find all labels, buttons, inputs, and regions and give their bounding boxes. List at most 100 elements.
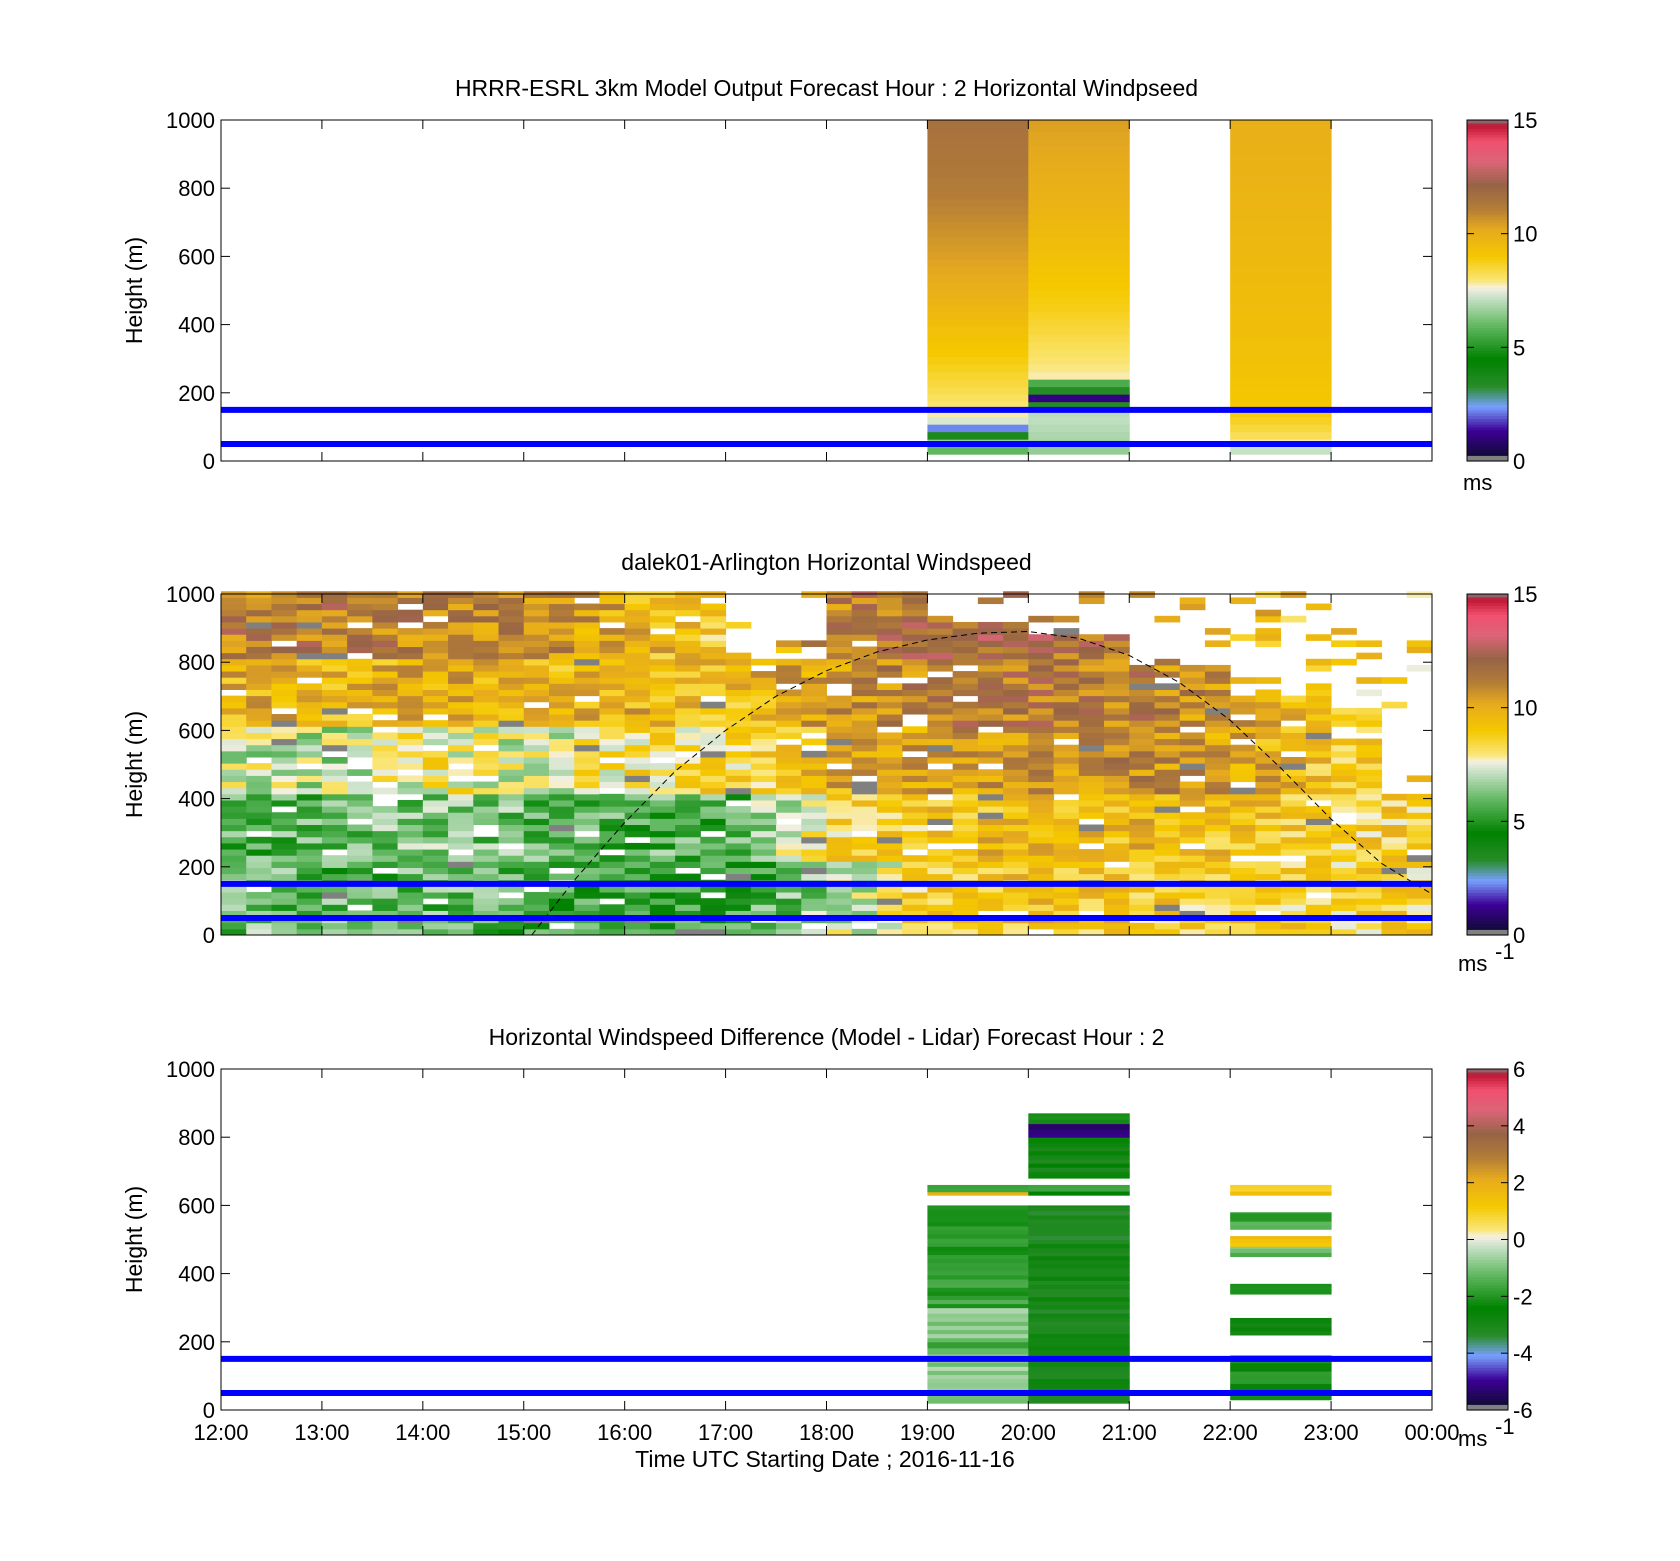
heatmap-cell	[473, 892, 500, 899]
heatmap-cell	[271, 732, 298, 740]
heatmap-cell	[221, 640, 247, 648]
heatmap-cell	[675, 732, 701, 740]
heatmap-cell	[1179, 898, 1206, 905]
heatmap-cell	[801, 689, 827, 697]
heatmap-cell	[422, 603, 449, 611]
heatmap-cell	[321, 775, 348, 783]
heatmap-cell	[372, 806, 399, 813]
heatmap-cell	[1003, 763, 1029, 770]
heatmap-cell	[372, 910, 399, 918]
heatmap-cell	[826, 658, 853, 666]
heatmap-cell	[221, 714, 247, 721]
heatmap-cell	[1204, 793, 1231, 801]
heatmap-cell	[1280, 892, 1307, 899]
heatmap-cell	[1305, 701, 1332, 709]
heatmap-cell	[321, 677, 348, 684]
heatmap-cell	[1230, 296, 1332, 305]
heatmap-cell	[498, 621, 525, 629]
colorbar-swatch	[1467, 222, 1508, 226]
heatmap-cell	[750, 658, 777, 666]
heatmap-cell	[473, 707, 500, 715]
heatmap-cell	[876, 732, 903, 740]
heatmap-cell	[372, 720, 399, 727]
heatmap-cell	[927, 1366, 1029, 1371]
heatmap-cell	[1255, 714, 1282, 721]
heatmap-cell	[927, 176, 1029, 185]
heatmap-cell	[624, 652, 651, 660]
heatmap-cell	[1331, 714, 1357, 721]
heatmap-cell	[246, 898, 272, 905]
heatmap-cell	[271, 621, 298, 629]
heatmap-cell	[927, 364, 1029, 373]
heatmap-cell	[876, 658, 903, 666]
heatmap-cell	[599, 591, 626, 598]
heatmap-cell	[1154, 922, 1181, 930]
heatmap-cell	[1129, 818, 1155, 826]
colorbar-tick-label: 2	[1513, 1171, 1525, 1196]
heatmap-cell	[1028, 1138, 1130, 1144]
heatmap-cell	[574, 873, 600, 881]
heatmap-cell	[1356, 652, 1383, 660]
heatmap-cell	[927, 1378, 1029, 1384]
heatmap-cell	[725, 830, 752, 838]
heatmap-cell	[1028, 394, 1130, 403]
heatmap-cell	[1381, 812, 1408, 819]
heatmap-cell	[1230, 812, 1256, 819]
colorbar-swatch	[1467, 1216, 1508, 1221]
heatmap-cell	[548, 603, 575, 611]
heatmap-cell	[599, 640, 626, 648]
colorbar-swatch	[1467, 801, 1508, 805]
heatmap-cell	[296, 806, 323, 813]
heatmap-cell	[1204, 787, 1231, 795]
heatmap-cell	[1078, 873, 1105, 881]
heatmap-cell	[347, 842, 373, 850]
colorbar-tick-label: -4	[1513, 1341, 1533, 1366]
heatmap-cell	[876, 867, 903, 875]
heatmap-cell	[1003, 640, 1029, 648]
lidar-column	[624, 591, 651, 936]
heatmap-cell	[296, 910, 323, 918]
heatmap-cell	[776, 904, 802, 911]
heatmap-cell	[574, 603, 600, 611]
heatmap-cell	[448, 707, 474, 715]
heatmap-cell	[372, 849, 399, 856]
colorbar-swatch	[1467, 869, 1508, 874]
heatmap-cell	[927, 867, 954, 875]
colorbar-swatch	[1467, 304, 1508, 309]
heatmap-cell	[977, 664, 1004, 672]
heatmap-cell	[1053, 922, 1080, 930]
heatmap-cell	[1280, 615, 1307, 623]
heatmap-cell	[1356, 640, 1383, 648]
heatmap-cell	[1406, 640, 1433, 648]
heatmap-cell	[296, 720, 323, 727]
colorbar-swatch	[1467, 1387, 1508, 1391]
heatmap-cell	[750, 763, 777, 770]
heatmap-cell	[876, 597, 903, 605]
heatmap-cell	[902, 738, 928, 746]
heatmap-cell	[649, 732, 676, 740]
heatmap-cell	[523, 824, 550, 832]
heatmap-cell	[927, 206, 1029, 215]
heatmap-cell	[599, 861, 626, 868]
colorbar-swatch	[1467, 179, 1508, 184]
heatmap-cell	[1204, 873, 1231, 881]
lidar-column	[473, 591, 500, 936]
heatmap-cell	[776, 892, 802, 899]
heatmap-cell	[750, 701, 777, 709]
heatmap-cell	[1230, 259, 1332, 268]
heatmap-cell	[1381, 842, 1408, 850]
heatmap-cell	[422, 732, 449, 740]
heatmap-cell	[1104, 812, 1130, 819]
heatmap-cell	[523, 707, 550, 715]
heatmap-cell	[1028, 169, 1130, 178]
heatmap-cell	[927, 221, 1029, 230]
heatmap-cell	[1154, 849, 1181, 856]
heatmap-cell	[1028, 683, 1055, 690]
lidar-column	[296, 591, 323, 936]
heatmap-cell	[473, 904, 500, 911]
colorbar-swatch	[1467, 795, 1508, 800]
heatmap-cell	[1255, 701, 1282, 709]
heatmap-cell	[927, 1287, 1029, 1292]
heatmap-cell	[422, 910, 449, 918]
heatmap-cell	[1305, 707, 1332, 715]
